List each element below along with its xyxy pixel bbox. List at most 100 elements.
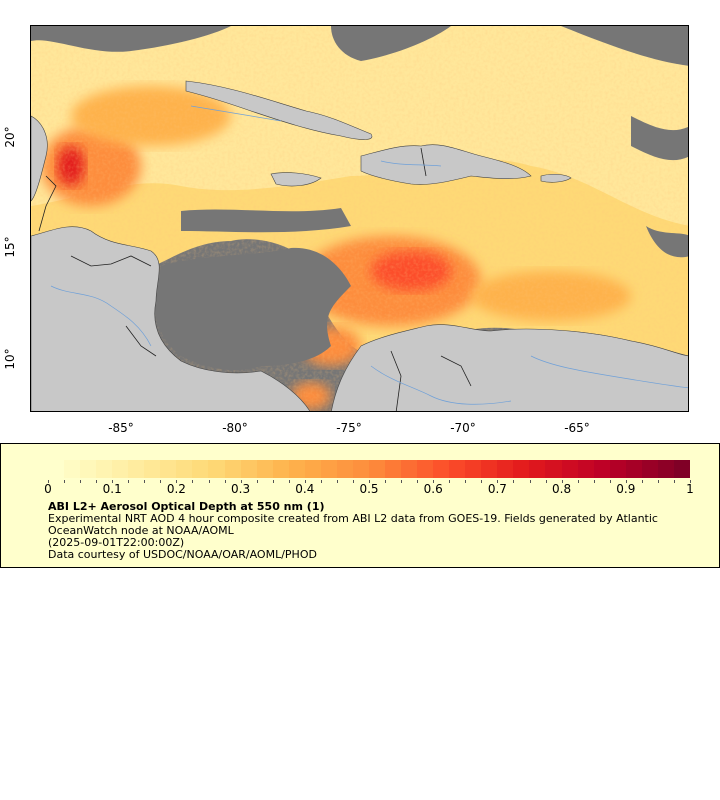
colorbar-minor-tick [641, 480, 643, 483]
colorbar-minor-tick [144, 480, 146, 483]
colorbar-minor-tick [577, 480, 579, 483]
land-masses [31, 80, 688, 411]
colorbar-minor-tick [112, 480, 114, 483]
colorbar-segment [80, 460, 97, 478]
colorbar-minor-tick [240, 480, 242, 483]
colorbar-tick-label: 0.8 [552, 482, 572, 496]
colorbar-segment [497, 460, 514, 478]
colorbar-minor-tick [224, 480, 226, 483]
colorbar-minor-tick [497, 480, 499, 483]
colorbar-minor-tick [625, 480, 627, 483]
legend-text: ABI L2+ Aerosol Optical Depth at 550 nm … [48, 501, 698, 561]
colorbar-minor-tick [529, 480, 531, 483]
colorbar-segment [96, 460, 113, 478]
colorbar-tick-label: 0.2 [166, 482, 186, 496]
colorbar-segment [144, 460, 161, 478]
colorbar-minor-tick [385, 480, 387, 483]
colorbar-minor-tick [352, 480, 354, 483]
colorbar-tick-label: 0.6 [423, 482, 443, 496]
colorbar-segment [304, 460, 321, 478]
x-tick-label: -70° [450, 421, 476, 435]
colorbar-minor-tick [609, 480, 611, 483]
colorbar-minor-tick [256, 480, 258, 483]
x-tick-label: -85° [108, 421, 134, 435]
colorbar-segment [288, 460, 305, 478]
colorbar-segment [112, 460, 129, 478]
colorbar-minor-tick [320, 480, 322, 483]
colorbar-minor-tick [401, 480, 403, 483]
colorbar-minor-tick [336, 480, 338, 483]
colorbar-minor-tick [433, 480, 435, 483]
colorbar-minor-tick [192, 480, 194, 483]
colorbar-segment [625, 460, 642, 478]
colorbar-segment [208, 460, 225, 478]
colorbar-segment [160, 460, 177, 478]
colorbar-segment [224, 460, 241, 478]
colorbar-minor-tick [96, 480, 98, 483]
y-tick-label: 10° [3, 348, 17, 370]
aod-field [31, 26, 688, 411]
colorbar-segment [449, 460, 466, 478]
colorbar-segment [368, 460, 385, 478]
colorbar-minor-tick [64, 480, 66, 483]
colorbar-minor-tick [465, 480, 467, 483]
colorbar-segment [48, 460, 65, 478]
colorbar [48, 460, 690, 478]
colorbar-minor-tick [208, 480, 210, 483]
colorbar-minor-tick [513, 480, 515, 483]
rivers [50, 105, 688, 405]
colorbar-minor-tick [673, 480, 675, 483]
colorbar-segment [256, 460, 273, 478]
colorbar-segment [577, 460, 594, 478]
colorbar-segment [192, 460, 209, 478]
colorbar-tick-label: 0.1 [102, 482, 122, 496]
colorbar-segment [513, 460, 530, 478]
legend-timestamp: (2025-09-01T22:00:00Z) [48, 536, 185, 549]
colorbar-tick-label: 0.7 [487, 482, 507, 496]
colorbar-segment [417, 460, 434, 478]
colorbar-segment [529, 460, 546, 478]
colorbar-segment [609, 460, 626, 478]
colorbar-tick-label: 0.4 [295, 482, 315, 496]
x-tick-label: -80° [222, 421, 248, 435]
colorbar-segment [64, 460, 81, 478]
colorbar-minor-tick [417, 480, 419, 483]
colorbar-segment [384, 460, 402, 478]
y-tick-label: 15° [3, 236, 17, 258]
colorbar-segment [336, 460, 353, 478]
colorbar-segment [240, 460, 257, 478]
colorbar-segment [128, 460, 145, 478]
colorbar-minor-tick [80, 480, 82, 483]
x-tick-label: -65° [564, 421, 590, 435]
colorbar-segment [352, 460, 369, 478]
map-canvas [31, 26, 688, 411]
colorbar-minor-tick [690, 480, 691, 483]
colorbar-segment [401, 460, 418, 478]
legend-description: Experimental NRT AOD 4 hour composite cr… [48, 512, 658, 525]
x-tick-label: -75° [336, 421, 362, 435]
colorbar-tick-label: 0.3 [231, 482, 251, 496]
colorbar-tick-label: 0.9 [616, 482, 636, 496]
colorbar-minor-tick [288, 480, 290, 483]
colorbar-segment [320, 460, 337, 478]
legend-panel: ABI L2+ Aerosol Optical Depth at 550 nm … [0, 443, 720, 568]
colorbar-minor-tick [369, 480, 370, 483]
colorbar-segment [641, 460, 658, 478]
colorbar-segment [481, 460, 498, 478]
legend-description-cont: OceanWatch node at NOAA/AOML [48, 524, 234, 537]
colorbar-minor-tick [160, 480, 162, 483]
colorbar-minor-tick [449, 480, 451, 483]
colorbar-segment [433, 460, 450, 478]
colorbar-minor-tick [657, 480, 659, 483]
colorbar-minor-tick [128, 480, 130, 483]
country-borders [38, 147, 472, 411]
colorbar-tick-label: 0 [44, 482, 52, 496]
colorbar-tick-label: 1 [686, 482, 694, 496]
colorbar-segment [657, 460, 674, 478]
colorbar-minor-tick [481, 480, 483, 483]
colorbar-minor-tick [304, 480, 306, 483]
colorbar-segment [593, 460, 610, 478]
colorbar-minor-tick [48, 480, 49, 483]
y-tick-label: 20° [3, 126, 17, 148]
map-area[interactable] [30, 25, 689, 412]
